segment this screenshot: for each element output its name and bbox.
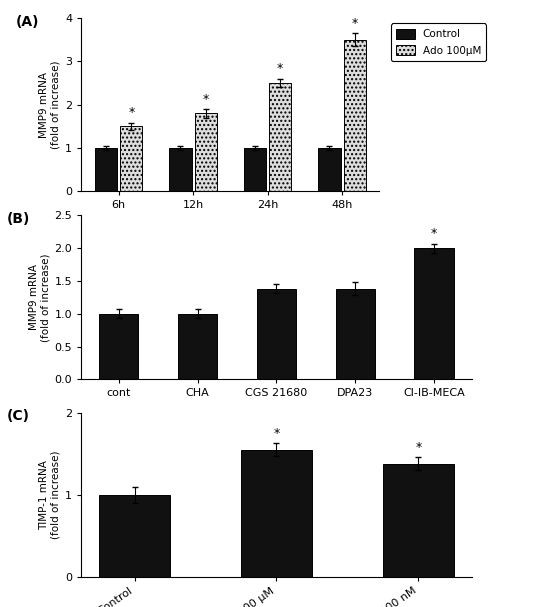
Text: *: *: [431, 228, 437, 240]
Text: *: *: [415, 441, 422, 454]
Text: (A): (A): [16, 15, 39, 29]
Bar: [257, 289, 296, 379]
Bar: [318, 148, 340, 191]
Legend: Control, Ado 100μM: Control, Ado 100μM: [391, 24, 487, 61]
Text: *: *: [128, 106, 134, 120]
Bar: [344, 40, 366, 191]
Text: (C): (C): [7, 410, 30, 424]
Bar: [335, 289, 375, 379]
Bar: [415, 248, 454, 379]
Bar: [195, 114, 217, 191]
Y-axis label: MMP9 mRNA
(fold of increase): MMP9 mRNA (fold of increase): [40, 61, 61, 149]
Text: (B): (B): [7, 212, 30, 226]
Bar: [120, 126, 143, 191]
Bar: [169, 148, 192, 191]
Bar: [99, 495, 170, 577]
Text: *: *: [277, 63, 283, 75]
Bar: [244, 148, 266, 191]
Bar: [269, 83, 292, 191]
Bar: [383, 464, 454, 577]
Bar: [95, 148, 117, 191]
Bar: [241, 450, 312, 577]
Bar: [99, 314, 138, 379]
Text: *: *: [273, 427, 280, 440]
Y-axis label: MMP9 mRNA
(fold of increase): MMP9 mRNA (fold of increase): [29, 253, 50, 342]
Y-axis label: TIMP-1 mRNA
(fold of increase): TIMP-1 mRNA (fold of increase): [40, 450, 61, 539]
Bar: [178, 314, 217, 379]
Text: *: *: [203, 93, 209, 106]
Text: *: *: [352, 17, 358, 30]
